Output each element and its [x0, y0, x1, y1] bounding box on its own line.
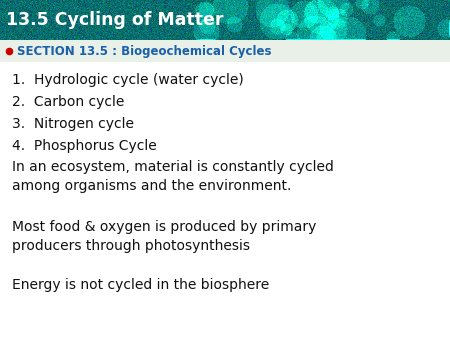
Text: 4.  Phosphorus Cycle: 4. Phosphorus Cycle [12, 139, 157, 153]
Text: 13.5 Cycling of Matter: 13.5 Cycling of Matter [6, 11, 224, 29]
Text: SECTION 13.5 : Biogeochemical Cycles: SECTION 13.5 : Biogeochemical Cycles [17, 45, 271, 57]
FancyBboxPatch shape [0, 40, 450, 62]
Text: 2.  Carbon cycle: 2. Carbon cycle [12, 95, 124, 109]
Text: 1.  Hydrologic cycle (water cycle): 1. Hydrologic cycle (water cycle) [12, 73, 244, 87]
Text: Energy is not cycled in the biosphere: Energy is not cycled in the biosphere [12, 278, 269, 292]
Text: In an ecosystem, material is constantly cycled
among organisms and the environme: In an ecosystem, material is constantly … [12, 160, 334, 193]
Text: 3.  Nitrogen cycle: 3. Nitrogen cycle [12, 117, 134, 131]
Text: Most food & oxygen is produced by primary
producers through photosynthesis: Most food & oxygen is produced by primar… [12, 220, 316, 253]
